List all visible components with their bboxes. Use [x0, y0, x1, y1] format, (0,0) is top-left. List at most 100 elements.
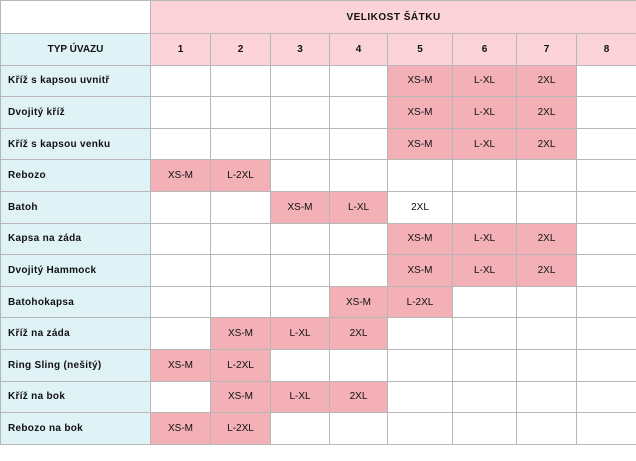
- size-cell: 2XL: [516, 96, 577, 129]
- size-cell: [329, 127, 388, 161]
- tie-type-label: Kapsa na záda: [0, 222, 151, 256]
- size-cell: [270, 348, 330, 382]
- size-cell: XS-M: [150, 348, 211, 382]
- size-cell: [270, 159, 330, 192]
- table-row: Kříž s kapsou uvnitř XS-M L-XL 2XL: [0, 64, 636, 98]
- size-cell: L-XL: [452, 222, 517, 256]
- table-row: Ring Sling (nešitý) XS-M L-2XL: [0, 348, 636, 382]
- size-cell: 2XL: [516, 222, 577, 256]
- tie-type-label: Kříž s kapsou venku: [0, 127, 151, 161]
- size-cell: L-XL: [270, 380, 330, 414]
- tie-type-label: Kříž na záda: [0, 317, 151, 350]
- table-row: Dvojitý Hammock XS-M L-XL 2XL: [0, 254, 636, 287]
- size-cell: [575, 159, 636, 192]
- size-cell: [270, 412, 330, 445]
- header-row-top: VELIKOST ŠÁTKU: [0, 0, 636, 34]
- size-cell: L-XL: [270, 317, 330, 350]
- size-cell: [270, 96, 330, 129]
- size-cell: [270, 254, 330, 287]
- tie-type-label: Rebozo: [0, 159, 151, 192]
- size-cell: L-XL: [452, 127, 517, 161]
- size-cell: [516, 190, 577, 224]
- size-cell: XS-M: [329, 285, 388, 319]
- size-cell: L-XL: [452, 254, 517, 287]
- table-body: Kříž s kapsou uvnitř XS-M L-XL 2XL Dvojitý k…: [0, 64, 636, 445]
- tie-type-label: Kříž na bok: [0, 380, 151, 414]
- size-title: VELIKOST ŠÁTKU: [149, 0, 636, 34]
- size-cell: [452, 159, 517, 192]
- size-cell: L-2XL: [210, 348, 271, 382]
- size-header-5: 5: [387, 33, 453, 66]
- size-header-2: 2: [210, 33, 271, 66]
- size-cell: [270, 222, 330, 256]
- tie-type-label: Ring Sling (nešitý): [0, 348, 151, 382]
- size-cell: [575, 380, 636, 414]
- tie-type-label: Batohokapsa: [0, 285, 151, 319]
- size-cell: [210, 64, 271, 98]
- size-cell: XS-M: [210, 317, 271, 350]
- size-cell: [452, 317, 517, 350]
- size-cell: [270, 285, 330, 319]
- size-cell: 2XL: [329, 317, 388, 350]
- tie-type-label: Dvojitý Hammock: [0, 254, 151, 287]
- size-cell: [329, 254, 388, 287]
- size-cell: [150, 64, 211, 98]
- table-row: Batoh XS-M L-XL 2XL: [0, 190, 636, 224]
- size-cell: [210, 190, 271, 224]
- size-cell: XS-M: [387, 127, 453, 161]
- size-cell: [452, 285, 517, 319]
- size-cell: [575, 64, 636, 98]
- size-cell: [329, 64, 388, 98]
- size-cell: [575, 285, 636, 319]
- size-header-7: 7: [516, 33, 577, 66]
- size-cell: 2XL: [516, 127, 577, 161]
- size-cell: [452, 412, 517, 445]
- size-cell: [150, 96, 211, 129]
- size-cell: XS-M: [150, 159, 211, 192]
- tie-type-label: Kříž s kapsou uvnitř: [0, 64, 151, 98]
- table-row: Kříž na bok XS-M L-XL 2XL: [0, 380, 636, 414]
- table-row: Dvojitý kříž XS-M L-XL 2XL: [0, 96, 636, 129]
- table-row: Batohokapsa XS-M L-2XL: [0, 285, 636, 319]
- size-cell: [329, 222, 388, 256]
- size-cell: [210, 222, 271, 256]
- size-cell: [575, 254, 636, 287]
- size-cell: [210, 96, 271, 129]
- size-cell: XS-M: [150, 412, 211, 445]
- size-cell: [387, 159, 453, 192]
- size-cell: [150, 222, 211, 256]
- size-cell: [150, 190, 211, 224]
- size-header-4: 4: [329, 33, 388, 66]
- size-cell: [452, 380, 517, 414]
- size-cell: [329, 96, 388, 129]
- size-header-8: 8: [575, 33, 636, 66]
- size-cell: XS-M: [270, 190, 330, 224]
- size-header-1: 1: [150, 33, 211, 66]
- size-cell: 2XL: [329, 380, 388, 414]
- table-row: Rebozo XS-M L-2XL: [0, 159, 636, 192]
- size-cell: [150, 380, 211, 414]
- size-cell: [516, 380, 577, 414]
- size-cell: L-XL: [452, 64, 517, 98]
- size-cell: [452, 190, 517, 224]
- size-cell: XS-M: [387, 222, 453, 256]
- size-cell: L-2XL: [210, 159, 271, 192]
- size-cell: XS-M: [210, 380, 271, 414]
- size-cell: [575, 127, 636, 161]
- size-cell: XS-M: [387, 96, 453, 129]
- size-cell: 2XL: [516, 64, 577, 98]
- size-cell: [270, 64, 330, 98]
- size-cell: 2XL: [387, 190, 453, 224]
- size-cell: L-2XL: [387, 285, 453, 319]
- size-cell: [387, 348, 453, 382]
- size-cell: [575, 190, 636, 224]
- size-cell: [575, 222, 636, 256]
- table-row: Kapsa na záda XS-M L-XL 2XL: [0, 222, 636, 256]
- tie-type-label: Dvojitý kříž: [0, 96, 151, 129]
- size-cell: [575, 412, 636, 445]
- table-row: Rebozo na bok XS-M L-2XL: [0, 412, 636, 445]
- size-cell: [150, 285, 211, 319]
- size-cell: [150, 317, 211, 350]
